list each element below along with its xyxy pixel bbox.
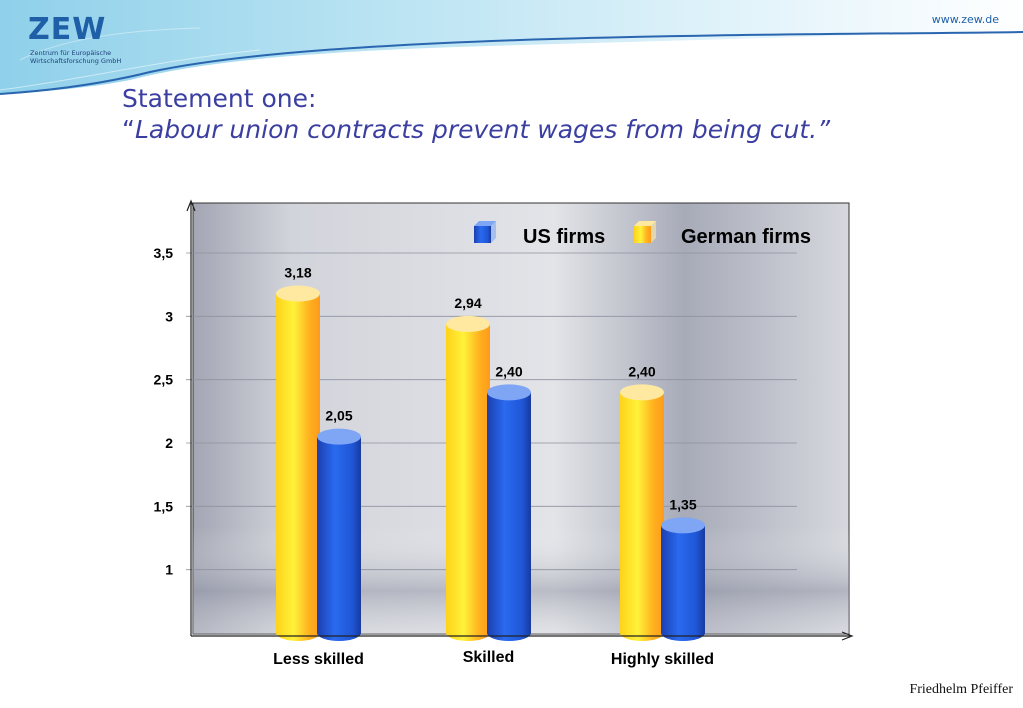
category-label: Highly skilled <box>611 651 714 668</box>
bar-value-label: 3,18 <box>284 265 311 281</box>
bar <box>620 392 664 633</box>
bar-value-label: 2,05 <box>325 408 352 424</box>
y-axis-arrow <box>186 199 196 212</box>
y-tick-label: 2 <box>165 435 173 451</box>
bar-base <box>661 625 705 641</box>
bar-base <box>317 625 361 641</box>
bar-top <box>487 384 531 401</box>
legend-swatch-top <box>474 221 496 226</box>
website-link[interactable]: www.zew.de <box>931 13 999 26</box>
bar-value-label: 2,40 <box>628 363 655 379</box>
y-tick-label: 3,5 <box>154 245 174 261</box>
quote-text: Labour union contracts prevent wages fro… <box>134 115 831 144</box>
header-banner <box>0 0 1023 95</box>
bar-base <box>487 625 531 641</box>
bar-top <box>276 285 320 302</box>
bar-base <box>620 625 664 641</box>
slide-title: Statement one: <box>122 84 317 113</box>
slide-quote: “Labour union contracts prevent wages fr… <box>122 115 830 144</box>
quote-open-mark: “ <box>122 115 135 144</box>
y-tick-label: 1 <box>165 562 173 578</box>
bar-top <box>317 428 361 445</box>
bar <box>487 392 531 633</box>
y-tick-label: 1,5 <box>154 498 174 514</box>
bar-top <box>661 517 705 534</box>
legend-swatch-top <box>634 221 656 226</box>
legend-swatch <box>474 226 491 243</box>
bar <box>276 293 320 633</box>
bar-top <box>446 315 490 332</box>
author-credit: Friedhelm Pfeiffer <box>909 682 1013 697</box>
bar <box>317 436 361 633</box>
bar <box>446 323 490 633</box>
bar-base <box>446 625 490 641</box>
bar-top <box>620 384 664 401</box>
bar <box>661 525 705 633</box>
y-tick-label: 3 <box>165 308 173 324</box>
zew-logo: ZEW <box>28 12 107 47</box>
bar-value-label: 1,35 <box>669 496 696 512</box>
bar-value-label: 2,94 <box>454 295 481 311</box>
category-label: Less skilled <box>273 651 364 668</box>
x-axis-arrow <box>841 631 854 641</box>
logo-subtitle-line2: Wirtschaftsforschung GmbH <box>30 57 122 65</box>
bar-value-label: 2,40 <box>495 363 522 379</box>
y-tick-label: 2,5 <box>154 372 174 388</box>
bar-base <box>276 625 320 641</box>
legend-label: US firms <box>523 226 605 248</box>
legend-swatch-side <box>651 221 656 243</box>
category-label: Skilled <box>463 649 515 666</box>
logo-subtitle-line1: Zentrum für Europäische <box>30 49 112 57</box>
legend-label: German firms <box>681 226 811 248</box>
legend-swatch-side <box>491 221 496 243</box>
legend-swatch <box>634 226 651 243</box>
